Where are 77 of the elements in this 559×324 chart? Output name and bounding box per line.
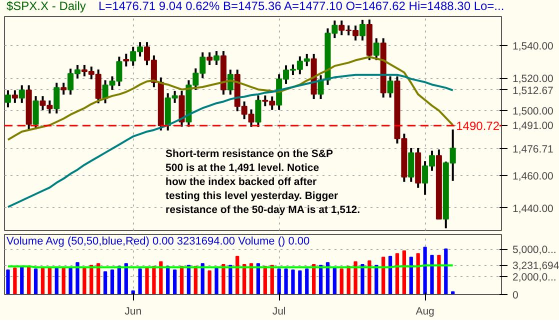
candlestick xyxy=(123,52,130,68)
y-tick-label: 1,500.00 xyxy=(512,106,554,118)
bar xyxy=(277,268,281,294)
bar xyxy=(172,269,177,294)
y-tick-label: 5,000,0... xyxy=(512,244,556,256)
candlestick xyxy=(60,82,67,96)
candlestick xyxy=(54,82,60,114)
bar xyxy=(138,268,142,294)
y-tick-label: 1,460.00 xyxy=(512,170,554,182)
bar xyxy=(368,260,372,294)
bar xyxy=(208,270,212,294)
chart-subtitle: L=1476.71 9.04 0.62% B=1475.36 A=1477.10 O=1467.62 Hi=1488.30 Lo=... xyxy=(98,0,504,14)
candlestick xyxy=(12,89,18,104)
y-tick-label: 1,440.00 xyxy=(512,202,554,215)
annotation: Short-term resistance on the S&P 500 is at the 1,491 level. Notice how the index backed off after testing this level yesterday. Bigger resistance of the 50-day MA is at 1,512. xyxy=(166,148,360,216)
bar xyxy=(82,266,86,294)
bar xyxy=(62,266,66,294)
bar xyxy=(236,256,240,294)
bar xyxy=(388,256,392,294)
bar xyxy=(402,250,406,294)
bar xyxy=(48,266,52,294)
bar xyxy=(423,246,427,294)
candlestick xyxy=(206,51,213,66)
candlestick xyxy=(255,94,262,128)
line-series xyxy=(6,56,454,141)
y-tick-label: 2,000,0... xyxy=(512,271,556,284)
y-tick-label: 1,512.67 xyxy=(512,84,554,97)
candlestick xyxy=(4,89,11,108)
x-tick-label: Jul xyxy=(272,306,286,318)
bar xyxy=(395,253,400,294)
bar xyxy=(326,262,330,294)
bar xyxy=(34,268,38,294)
bar xyxy=(382,256,386,294)
y-tick-label: 1,520.00 xyxy=(512,73,554,86)
bar xyxy=(430,254,434,294)
chart-title: $SPX.X - Daily xyxy=(6,0,86,14)
bar xyxy=(291,269,295,294)
candlestick xyxy=(214,50,220,66)
x-tick-label: Jun xyxy=(124,306,142,318)
bar xyxy=(27,266,31,294)
bar xyxy=(6,269,10,294)
bar xyxy=(360,264,364,294)
bar xyxy=(20,266,24,294)
candlestick xyxy=(18,84,25,104)
y-tick-label: 1,476.71 xyxy=(512,143,554,156)
bar xyxy=(145,266,149,294)
bar xyxy=(409,256,413,294)
bar xyxy=(110,269,114,294)
ref-line-label: 1490.72 xyxy=(456,119,500,134)
x-tick-label: Aug xyxy=(416,306,435,318)
candlestick xyxy=(373,37,380,62)
bar xyxy=(103,271,108,294)
y-tick-label: 1,491.00 xyxy=(512,120,554,132)
candlestick xyxy=(387,75,394,99)
y-tick-label: 0 xyxy=(512,290,518,302)
bar xyxy=(444,248,448,294)
bar xyxy=(284,268,288,294)
bar xyxy=(305,268,309,294)
candlestick xyxy=(32,95,39,130)
bar xyxy=(76,262,80,294)
y-tick-label: 1,540.00 xyxy=(512,40,554,53)
bar xyxy=(222,264,226,294)
bar xyxy=(214,266,218,294)
bar xyxy=(40,268,45,294)
bar xyxy=(354,261,358,294)
bar xyxy=(13,268,17,294)
bar xyxy=(54,266,58,294)
bar xyxy=(68,266,72,294)
y-tick-label: 3,231,694 xyxy=(512,260,559,272)
bar xyxy=(152,266,156,294)
bar xyxy=(298,270,302,294)
bar xyxy=(332,268,336,294)
bar xyxy=(340,268,344,294)
bar xyxy=(437,254,441,294)
annotation: Volume Avg (50,50,blue,Red) 0.00 3231694.00 Volume () 0.00 xyxy=(6,236,310,248)
bar xyxy=(416,253,420,294)
candlestick xyxy=(359,18,366,42)
